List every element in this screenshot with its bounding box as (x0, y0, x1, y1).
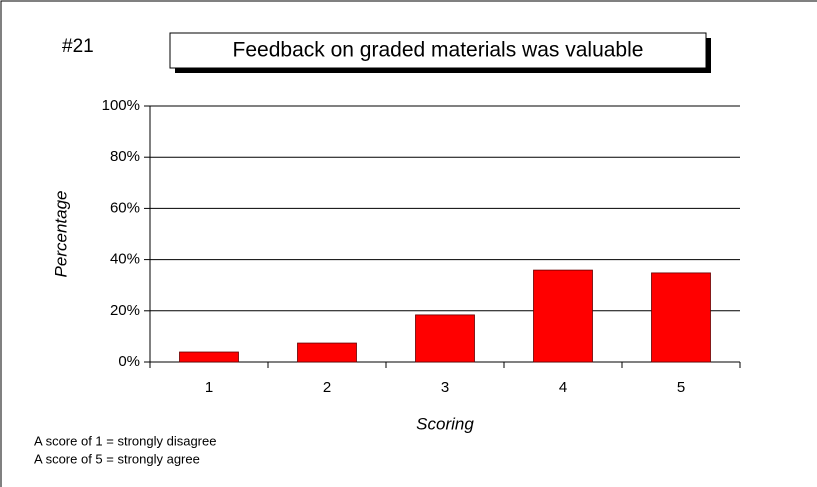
bar (297, 342, 357, 363)
y-axis-label: Percentage (51, 191, 70, 278)
annotation: #21 (62, 36, 94, 57)
bar (651, 272, 711, 363)
note: A score of 1 = strongly disagree (34, 433, 216, 448)
x-tick-label: 3 (441, 379, 449, 396)
bar (533, 269, 593, 363)
chart-title: Feedback on graded materials was valuabl… (233, 39, 644, 62)
bar (179, 351, 239, 363)
y-tick-label: 40% (110, 251, 140, 268)
x-tick-label: 2 (323, 379, 331, 396)
y-tick-label: 60% (110, 199, 140, 216)
y-tick-label: 100% (102, 97, 140, 114)
title-box (169, 32, 707, 69)
note: A score of 5 = strongly agree (34, 451, 200, 466)
x-tick-label: 5 (677, 379, 685, 396)
y-tick-label: 0% (118, 353, 140, 370)
x-tick-label: 4 (559, 379, 567, 396)
y-tick-label: 80% (110, 148, 140, 165)
y-tick-label: 20% (110, 302, 140, 319)
x-tick-label: 1 (205, 379, 213, 396)
bar (415, 314, 475, 363)
x-axis-label: Scoring (416, 414, 474, 433)
